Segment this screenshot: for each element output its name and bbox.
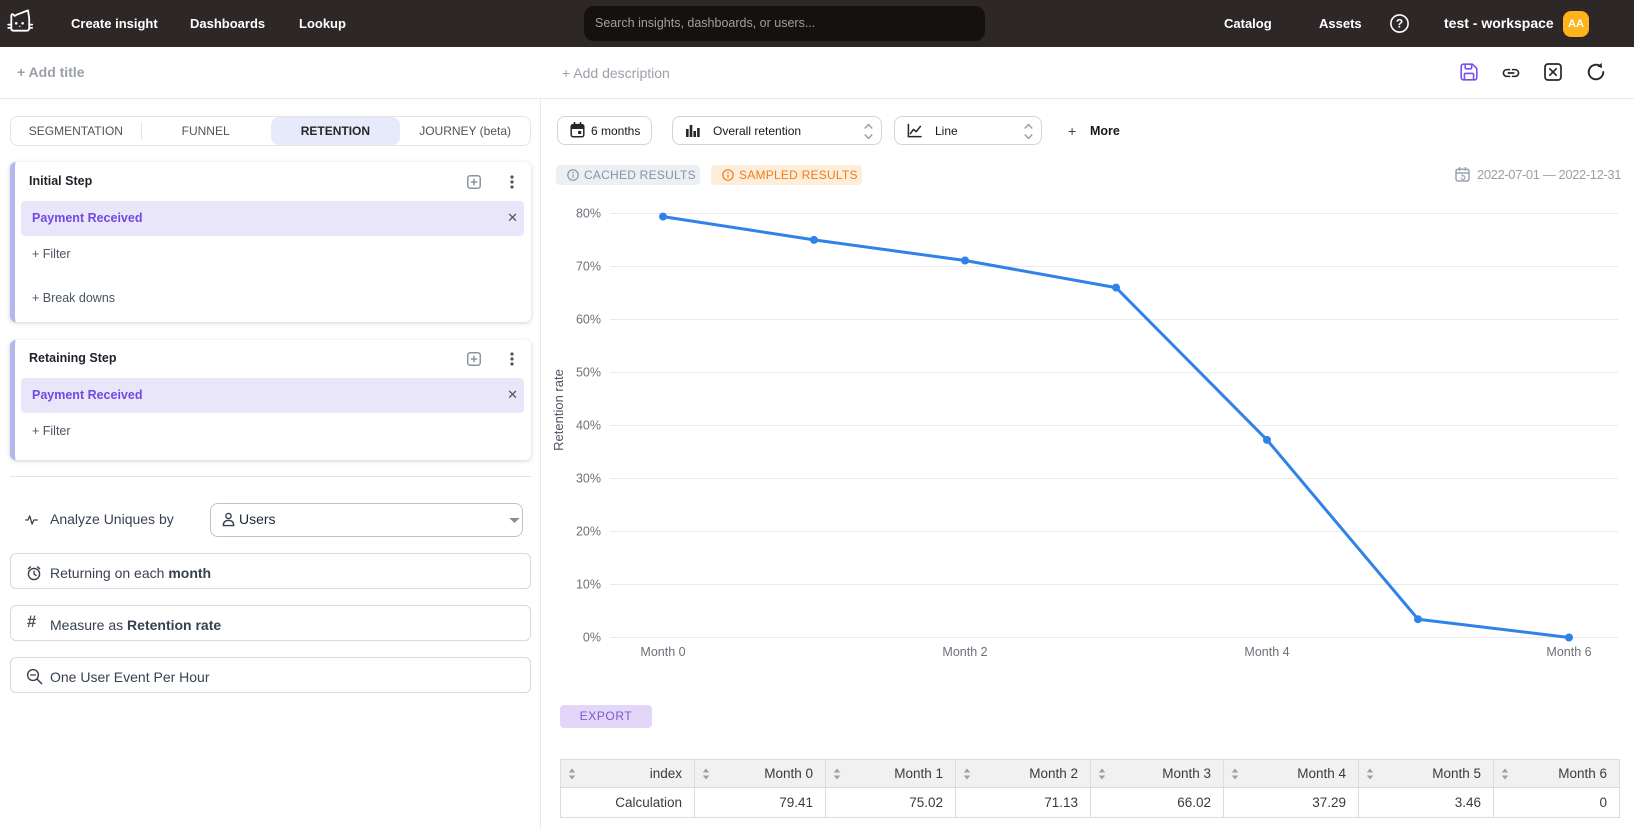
svg-text:Month 6: Month 6 [1546,645,1591,659]
svg-text:?: ? [1396,17,1403,31]
svg-text:30%: 30% [576,472,601,486]
svg-text:20%: 20% [576,525,601,539]
svg-text:Month 4: Month 4 [1244,645,1289,659]
svg-text:Month 2: Month 2 [942,645,987,659]
svg-text:50%: 50% [576,366,601,380]
svg-text:80%: 80% [576,207,601,221]
svg-text:10%: 10% [576,578,601,592]
svg-text:40%: 40% [576,419,601,433]
svg-text:60%: 60% [576,313,601,327]
svg-text:70%: 70% [576,260,601,274]
svg-text:0%: 0% [583,631,601,645]
svg-text:Month 0: Month 0 [640,645,685,659]
svg-text:Retention rate: Retention rate [551,369,566,451]
